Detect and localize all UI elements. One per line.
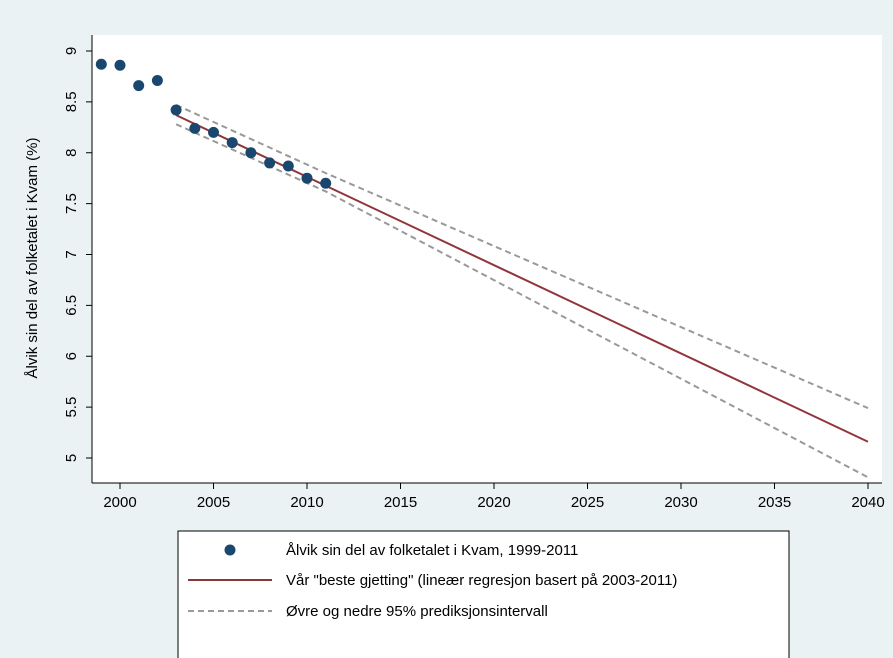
data-point	[226, 137, 238, 149]
legend-label-points: Ålvik sin del av folketalet i Kvam, 1999…	[286, 542, 578, 559]
axes: 2000 2005 2010 2015 2020 2025 2030 2035 2040 5 5.5…	[63, 35, 885, 511]
x-tick-label: 2015	[384, 494, 417, 511]
legend: Ålvik sin del av folketalet i Kvam, 1999…	[177, 530, 790, 658]
y-tick-label: 9	[63, 47, 80, 55]
x-tick-label: 2025	[571, 494, 604, 511]
y-axis-title: Ålvik sin del av folketalet i Kvam (%)	[24, 138, 41, 379]
y-tick-label: 6.5	[63, 295, 80, 316]
data-point	[170, 104, 182, 116]
y-tick-label: 6	[63, 352, 80, 360]
data-point	[189, 122, 201, 134]
y-tick-label: 8	[63, 149, 80, 157]
y-tick-label: 5	[63, 454, 80, 462]
legend-symbol-points	[224, 544, 236, 556]
data-point	[114, 59, 126, 71]
data-point	[133, 80, 145, 92]
data-point	[282, 160, 294, 172]
y-tick-label: 7	[63, 250, 80, 258]
data-marks	[95, 58, 869, 479]
data-point	[245, 147, 257, 159]
upper-interval-line	[175, 104, 869, 410]
y-tick-label: 7.5	[63, 193, 80, 214]
x-tick-label: 2035	[758, 494, 791, 511]
data-point	[95, 58, 107, 70]
legend-label-regression: Vår "beste gjetting" (lineær regresjon b…	[286, 572, 677, 589]
lower-interval-line	[175, 123, 869, 479]
y-tick-label: 5.5	[63, 397, 80, 418]
plot-area	[92, 35, 882, 483]
data-point	[320, 177, 332, 189]
x-tick-label: 2040	[851, 494, 884, 511]
legend-label-interval: Øvre og nedre 95% prediksjonsintervall	[286, 603, 548, 620]
x-tick-label: 2000	[103, 494, 136, 511]
x-tick-label: 2010	[290, 494, 323, 511]
y-tick-label: 8.5	[63, 91, 80, 112]
legend-box	[177, 530, 790, 658]
x-tick-label: 2020	[477, 494, 510, 511]
x-tick-label: 2030	[664, 494, 697, 511]
data-point	[301, 172, 313, 184]
data-point	[151, 75, 163, 87]
data-point	[208, 126, 219, 138]
data-point	[264, 157, 276, 169]
x-tick-label: 2005	[197, 494, 230, 511]
